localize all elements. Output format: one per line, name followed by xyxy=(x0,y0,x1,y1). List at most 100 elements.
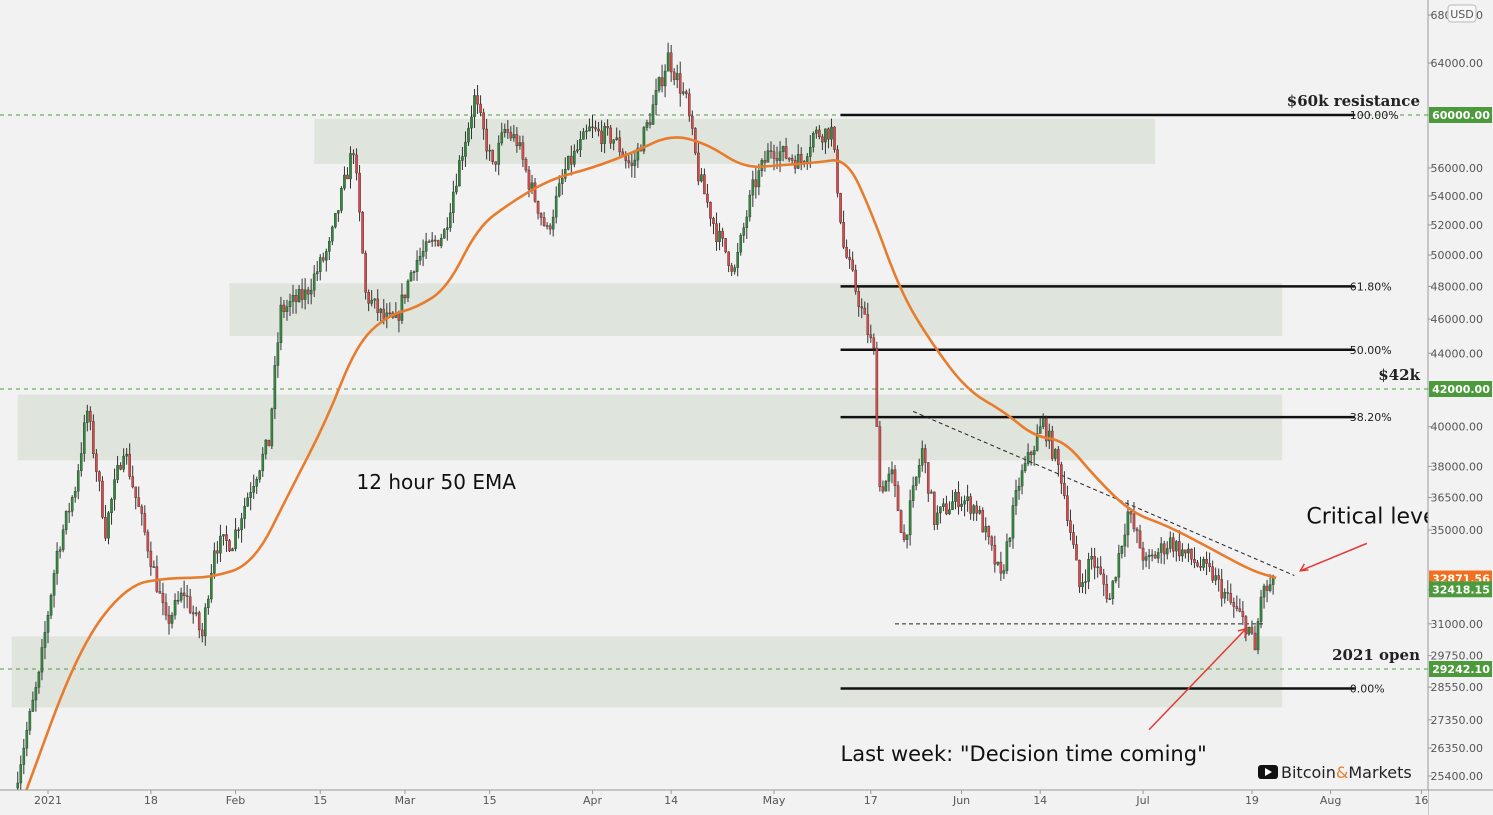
x-tick-label: 14 xyxy=(664,794,678,807)
support-resistance-zones xyxy=(11,118,1283,708)
arrow-critical xyxy=(1300,542,1368,572)
candle-body xyxy=(176,599,180,602)
candle-body xyxy=(1135,528,1139,532)
candle-body xyxy=(914,476,918,486)
candle-body xyxy=(1132,513,1136,530)
candle-body xyxy=(70,497,74,512)
candle-body xyxy=(548,225,552,230)
annotation-critical: Critical level! xyxy=(1306,504,1451,529)
candle-body xyxy=(146,531,150,552)
candle-body xyxy=(116,465,119,480)
candle-body xyxy=(49,595,53,616)
candle-body xyxy=(258,470,262,480)
candle-body xyxy=(403,294,407,299)
candle-body xyxy=(331,226,334,242)
candle-body xyxy=(373,298,377,301)
candle-body xyxy=(1223,592,1227,599)
candle-body xyxy=(409,272,413,282)
candle-body xyxy=(975,505,978,514)
candle-body xyxy=(303,289,307,300)
zone xyxy=(17,394,1283,461)
candle-body xyxy=(161,593,165,604)
candle-body xyxy=(1138,530,1142,549)
candle-body xyxy=(703,174,706,195)
candle-body xyxy=(1017,485,1021,491)
candle-body xyxy=(533,182,537,202)
candle-body xyxy=(279,304,283,343)
candle-body xyxy=(55,551,59,574)
candle-body xyxy=(899,510,903,533)
level-label: $42k xyxy=(1378,366,1420,384)
candle-body xyxy=(972,505,975,514)
candle-body xyxy=(766,150,770,163)
candle-body xyxy=(207,598,210,608)
candle-body xyxy=(98,471,101,482)
candle-body xyxy=(473,95,476,118)
price-badge-label: 29242.10 xyxy=(1432,663,1490,676)
candle-body xyxy=(588,126,591,132)
candle-body xyxy=(125,453,128,457)
candle-body xyxy=(267,439,271,447)
candle-body xyxy=(845,247,848,258)
candle-body xyxy=(1117,553,1121,578)
candle-body xyxy=(421,251,425,257)
candle-body xyxy=(1060,464,1063,484)
candle-body xyxy=(754,179,758,188)
x-tick-label: 16 xyxy=(1414,794,1428,807)
svg-text:Bitcoin&Markets: Bitcoin&Markets xyxy=(1281,763,1412,782)
x-tick-label: 2021 xyxy=(34,794,62,807)
candle-body xyxy=(234,529,237,549)
candle-body xyxy=(415,260,419,272)
candle-body xyxy=(1268,584,1272,591)
candle-body xyxy=(709,202,712,219)
candle-body xyxy=(757,170,761,188)
y-tick-label: 44000.00 xyxy=(1431,347,1484,360)
candle-body xyxy=(216,550,219,554)
candle-body xyxy=(1050,430,1054,459)
currency-button[interactable]: USD xyxy=(1447,4,1477,23)
zone xyxy=(11,636,1283,708)
candle-body xyxy=(243,505,246,519)
candle-body xyxy=(700,174,703,182)
candle-body xyxy=(987,526,991,538)
candle-body xyxy=(225,534,228,541)
candle-body xyxy=(340,188,343,211)
candle-body xyxy=(110,499,113,514)
candle-body xyxy=(778,151,782,161)
candle-body xyxy=(799,154,803,163)
candle-body xyxy=(131,476,135,488)
candle-body xyxy=(89,410,92,422)
candle-body xyxy=(1150,554,1154,557)
candle-body xyxy=(1141,547,1145,561)
candle-body xyxy=(213,550,216,574)
candle-body xyxy=(651,104,655,125)
candle-body xyxy=(933,491,936,525)
candle-body xyxy=(633,159,637,166)
candle-body xyxy=(427,241,431,243)
x-tick-label: Jul xyxy=(1135,794,1149,807)
candle-body xyxy=(485,128,488,152)
candle-body xyxy=(833,126,836,150)
candle-body xyxy=(25,729,29,749)
candle-body xyxy=(890,469,894,475)
candle-body xyxy=(1156,552,1160,559)
candle-body xyxy=(222,534,225,537)
candle-body xyxy=(1205,558,1208,564)
time-axis[interactable] xyxy=(0,790,1428,815)
candle-body xyxy=(334,212,337,228)
candle-body xyxy=(960,503,963,507)
candle-body xyxy=(748,194,752,218)
candle-body xyxy=(482,112,485,130)
candle-body xyxy=(733,267,736,272)
candle-body xyxy=(954,492,957,502)
candle-body xyxy=(678,73,682,94)
candle-body xyxy=(567,155,570,170)
candle-body xyxy=(1187,548,1190,554)
candle-body xyxy=(872,337,876,349)
candle-body xyxy=(930,491,933,494)
candle-body xyxy=(706,193,709,203)
candle-body xyxy=(1232,602,1236,607)
candle-body xyxy=(503,129,507,133)
candle-body xyxy=(436,240,440,246)
candle-body xyxy=(318,257,322,272)
